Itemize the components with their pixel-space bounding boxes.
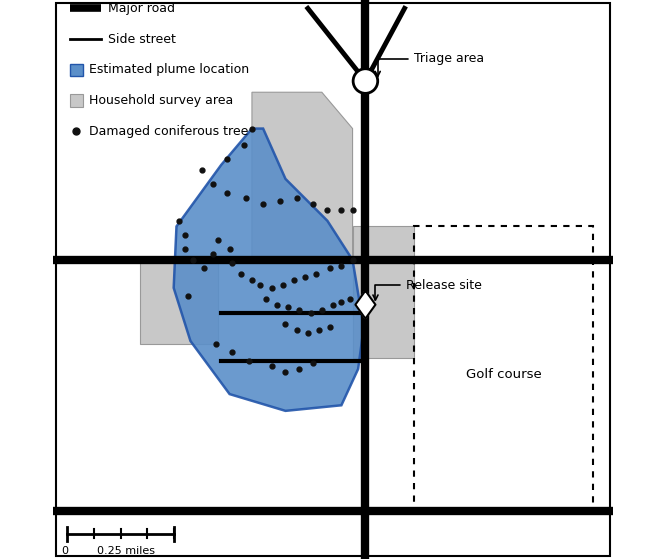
Polygon shape bbox=[356, 291, 376, 319]
Text: Major road: Major road bbox=[108, 2, 174, 15]
Polygon shape bbox=[140, 260, 218, 344]
Text: Estimated plume location: Estimated plume location bbox=[89, 63, 249, 77]
Text: Damaged coniferous tree: Damaged coniferous tree bbox=[89, 125, 248, 138]
Text: Household survey area: Household survey area bbox=[89, 94, 234, 107]
Text: Golf course: Golf course bbox=[466, 368, 541, 381]
Polygon shape bbox=[352, 226, 414, 358]
Text: Triage area: Triage area bbox=[375, 52, 484, 77]
Circle shape bbox=[353, 69, 378, 93]
Bar bbox=[414, 226, 593, 511]
Text: Release site: Release site bbox=[373, 278, 482, 300]
Polygon shape bbox=[252, 92, 352, 260]
Text: Side street: Side street bbox=[108, 32, 176, 46]
Polygon shape bbox=[174, 129, 364, 411]
Text: 0.25 miles: 0.25 miles bbox=[97, 546, 155, 556]
Text: 0: 0 bbox=[61, 546, 68, 556]
Bar bbox=[71, 94, 83, 107]
Bar bbox=[71, 64, 83, 76]
